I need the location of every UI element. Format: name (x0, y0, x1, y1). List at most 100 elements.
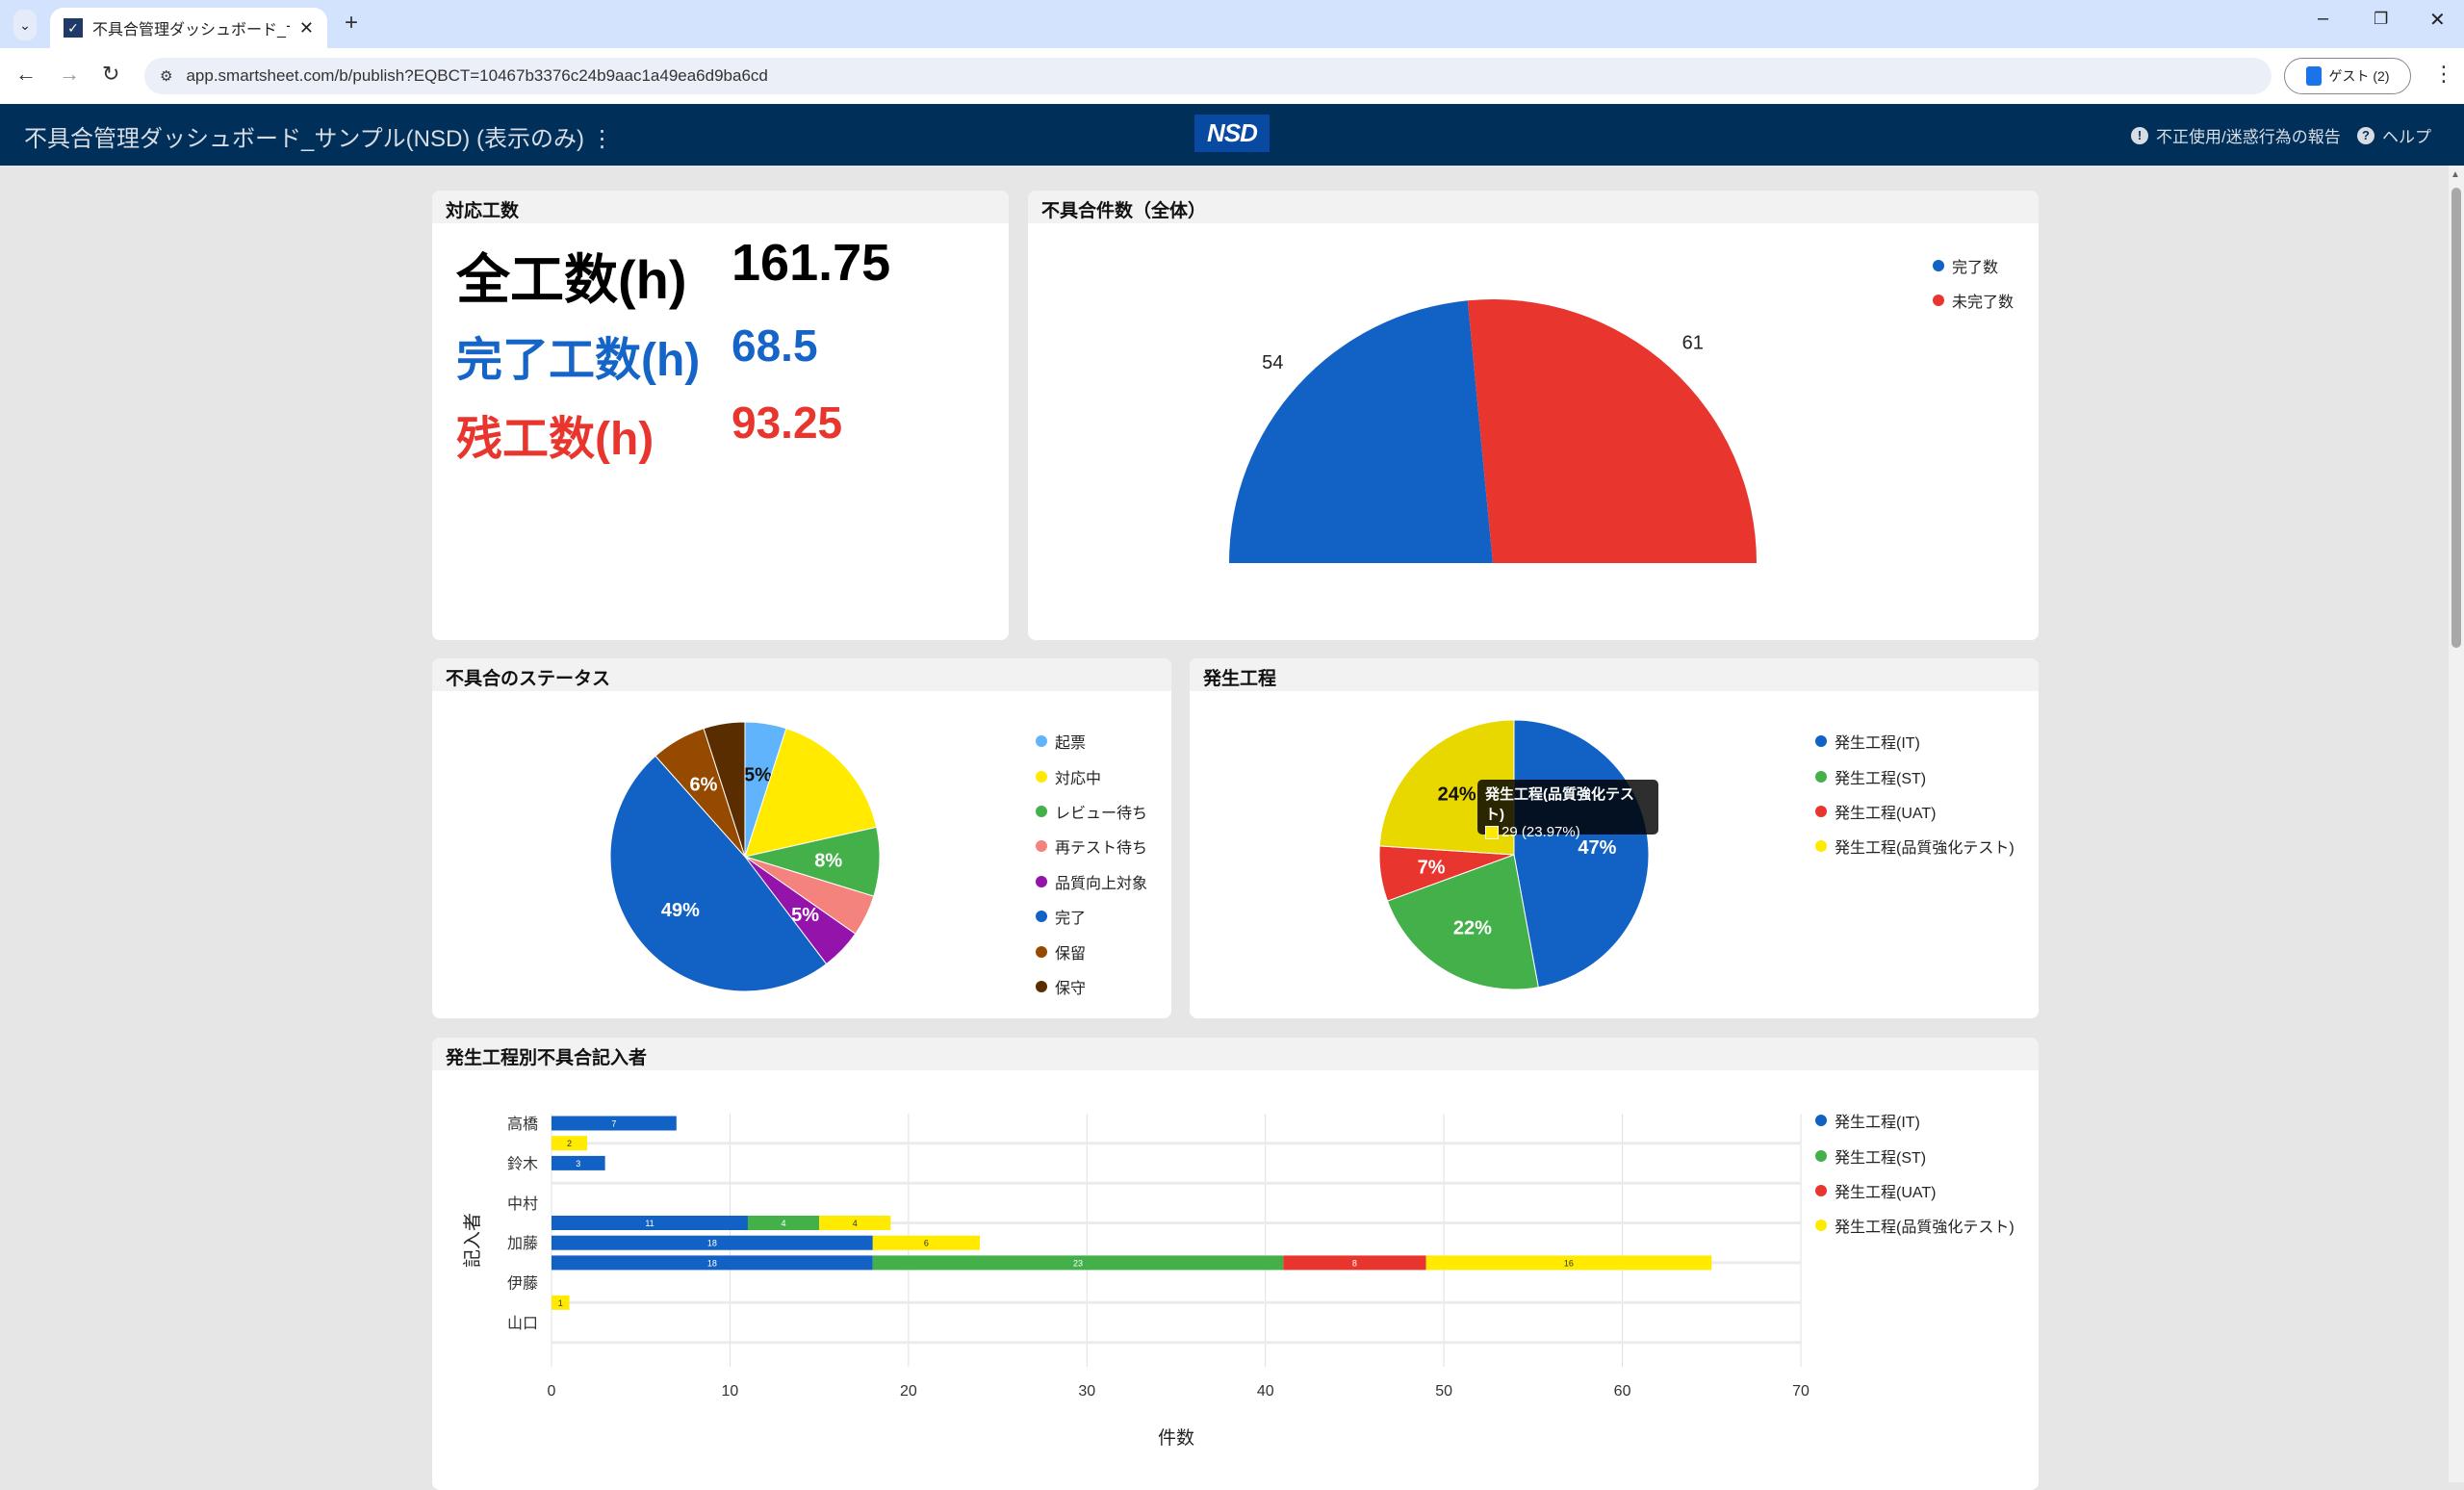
remaining-effort-value: 93.25 (732, 398, 843, 448)
bar-value-label: 4 (853, 1219, 858, 1228)
legend-item[interactable]: 発生工程(品質強化テスト) (1815, 829, 2015, 863)
legend-dot-icon (1815, 840, 1827, 853)
bar-value-label: 7 (611, 1119, 616, 1129)
x-tick-label: 20 (900, 1383, 917, 1400)
forward-icon[interactable]: → (59, 62, 80, 86)
bar-segment[interactable] (819, 1216, 891, 1230)
y-category-label: 高橋 (507, 1116, 538, 1133)
bar-value-label: 18 (707, 1239, 717, 1248)
process-pie-chart: 47% 22% 7% 24% (1378, 719, 1650, 990)
legend-item[interactable]: 発生工程(IT) (1815, 1103, 2015, 1138)
legend-label: 発生工程(ST) (1835, 1149, 1927, 1167)
browser-menu-icon[interactable]: ⋮ (2433, 62, 2454, 86)
bar-segment[interactable] (552, 1255, 873, 1271)
bar-segment[interactable] (552, 1155, 605, 1170)
scrollbar-thumb[interactable] (2451, 188, 2461, 648)
defect-count-widget: 不具合件数（全体） 54 61 完了数 未完了数 (1028, 191, 2039, 640)
bar-segment[interactable] (552, 1295, 570, 1310)
process-legend: 発生工程(IT) 発生工程(ST) 発生工程(UAT) 発生工程(品質強化テスト) (1815, 724, 2015, 864)
legend-label: 未完了数 (1952, 295, 2015, 311)
new-tab-icon[interactable]: + (345, 10, 359, 36)
legend-item[interactable]: 保留 (1036, 934, 1147, 968)
back-icon[interactable]: ← (15, 62, 37, 86)
pie-slice[interactable] (703, 721, 746, 858)
process-widget: 発生工程 47% 22% 7% 24% 発生工程(IT) 発生工程(ST) 発生工程(UA… (1190, 658, 2039, 1018)
bar-value-label: 2 (567, 1139, 572, 1148)
legend-item[interactable]: 完了 (1036, 899, 1147, 934)
legend-item[interactable]: 発生工程(IT) (1815, 724, 2015, 758)
y-category-label: 山口 (507, 1315, 538, 1332)
process-title: 発生工程 (1190, 658, 2039, 691)
x-tick-label: 40 (1257, 1383, 1274, 1400)
x-tick-label: 50 (1435, 1383, 1452, 1400)
report-abuse-link[interactable]: ! 不正使用/迷惑行為の報告 (2131, 123, 2341, 147)
bar-segment[interactable] (552, 1116, 677, 1131)
defect-count-chart: 54 61 (1229, 299, 1757, 563)
legend-dot-icon (1815, 1220, 1827, 1232)
y-axis-title: 記入者 (462, 1213, 483, 1268)
profile-button[interactable]: ゲスト (2) (2284, 58, 2411, 94)
legend-item[interactable]: 発生工程(ST) (1815, 1138, 2015, 1172)
legend-item[interactable]: 対応中 (1036, 758, 1147, 793)
close-window-icon[interactable]: ✕ (2429, 10, 2446, 31)
bar-segment[interactable] (552, 1235, 873, 1250)
bar-value-label: 11 (645, 1219, 654, 1228)
help-link[interactable]: ? ヘルプ (2357, 123, 2431, 147)
bar-segment[interactable] (1425, 1255, 1712, 1271)
x-axis-title: 件数 (1158, 1427, 1194, 1449)
tab-strip (0, 0, 2464, 48)
browser-tab[interactable]: ✓ 不具合管理ダッシュボード_サンプル(NSD) ✕ (50, 8, 327, 48)
legend-label: 起票 (1055, 735, 1087, 753)
x-tick-label: 30 (1078, 1383, 1095, 1400)
legend-dot-icon (1815, 735, 1827, 748)
legend-item[interactable]: 未完了数 (1933, 289, 2014, 312)
semicircle-slice[interactable] (1467, 299, 1757, 563)
slice-value-label: 61 (1682, 332, 1704, 353)
legend-dot-icon (1036, 911, 1047, 923)
legend-item[interactable]: 発生工程(ST) (1815, 758, 2015, 793)
bar-segment[interactable] (1283, 1255, 1426, 1271)
done-effort-label: 完了工数(h) (456, 335, 701, 386)
legend-item[interactable]: 再テスト待ち (1036, 829, 1147, 863)
legend-item[interactable]: 起票 (1036, 724, 1147, 758)
legend-item[interactable]: 完了数 (1933, 254, 1998, 277)
restore-icon[interactable]: ❐ (2374, 10, 2389, 28)
bar-segment[interactable] (747, 1216, 820, 1230)
legend-dot-icon (1036, 805, 1047, 817)
reload-icon[interactable]: ↻ (102, 62, 120, 86)
scroll-up-icon[interactable]: ▲ (2451, 169, 2460, 180)
bar-segment[interactable] (872, 1255, 1284, 1271)
slice-percent-label: 22% (1453, 917, 1492, 938)
close-tab-icon[interactable]: ✕ (298, 17, 314, 38)
legend-label: 対応中 (1055, 770, 1102, 787)
legend-item[interactable]: 発生工程(品質強化テスト) (1815, 1208, 2015, 1243)
legend-item[interactable]: 発生工程(UAT) (1815, 794, 2015, 829)
dashboard-title[interactable]: 不具合管理ダッシュボード_サンプル(NSD) (表示のみ) ⋮ (24, 126, 614, 152)
legend-dot-icon (1036, 770, 1047, 783)
slice-percent-label: 24% (1438, 784, 1476, 806)
url-text[interactable]: app.smartsheet.com/b/publish?EQBCT=10467… (186, 66, 768, 85)
legend-label: 品質向上対象 (1055, 875, 1148, 892)
site-settings-icon[interactable]: ⚙ (160, 68, 173, 85)
address-bar[interactable]: ⚙ app.smartsheet.com/b/publish?EQBCT=104… (144, 58, 2272, 94)
pie-slice[interactable] (1386, 854, 1539, 990)
x-tick-label: 60 (1614, 1383, 1631, 1400)
bar-segment[interactable] (872, 1235, 981, 1250)
status-widget: 不具合のステータス 5% 8% 5% 49% 6% 起票 対応中 レビュー待ち 再テスト待ち品… (432, 658, 1171, 1018)
slice-percent-label: 49% (661, 900, 700, 921)
legend-item[interactable]: 発生工程(UAT) (1815, 1173, 2015, 1208)
bar-segment[interactable] (552, 1136, 588, 1151)
semicircle-slice[interactable] (1229, 300, 1493, 563)
pie-slice[interactable] (609, 755, 828, 992)
pie-slice[interactable] (744, 728, 878, 858)
legend-label: 完了数 (1952, 260, 1999, 276)
x-tick-label: 0 (548, 1383, 556, 1400)
legend-item[interactable]: レビュー待ち (1036, 794, 1147, 829)
bar-segment[interactable] (552, 1216, 748, 1230)
tab-search-chevron-icon[interactable]: ⌄ (13, 10, 37, 40)
minimize-icon[interactable]: – (2318, 8, 2329, 29)
legend-label: 発生工程(品質強化テスト) (1835, 1220, 2015, 1237)
legend-item[interactable]: 品質向上対象 (1036, 864, 1147, 899)
legend-item[interactable]: 保守 (1036, 969, 1147, 1004)
effort-title: 対応工数 (432, 191, 1009, 223)
